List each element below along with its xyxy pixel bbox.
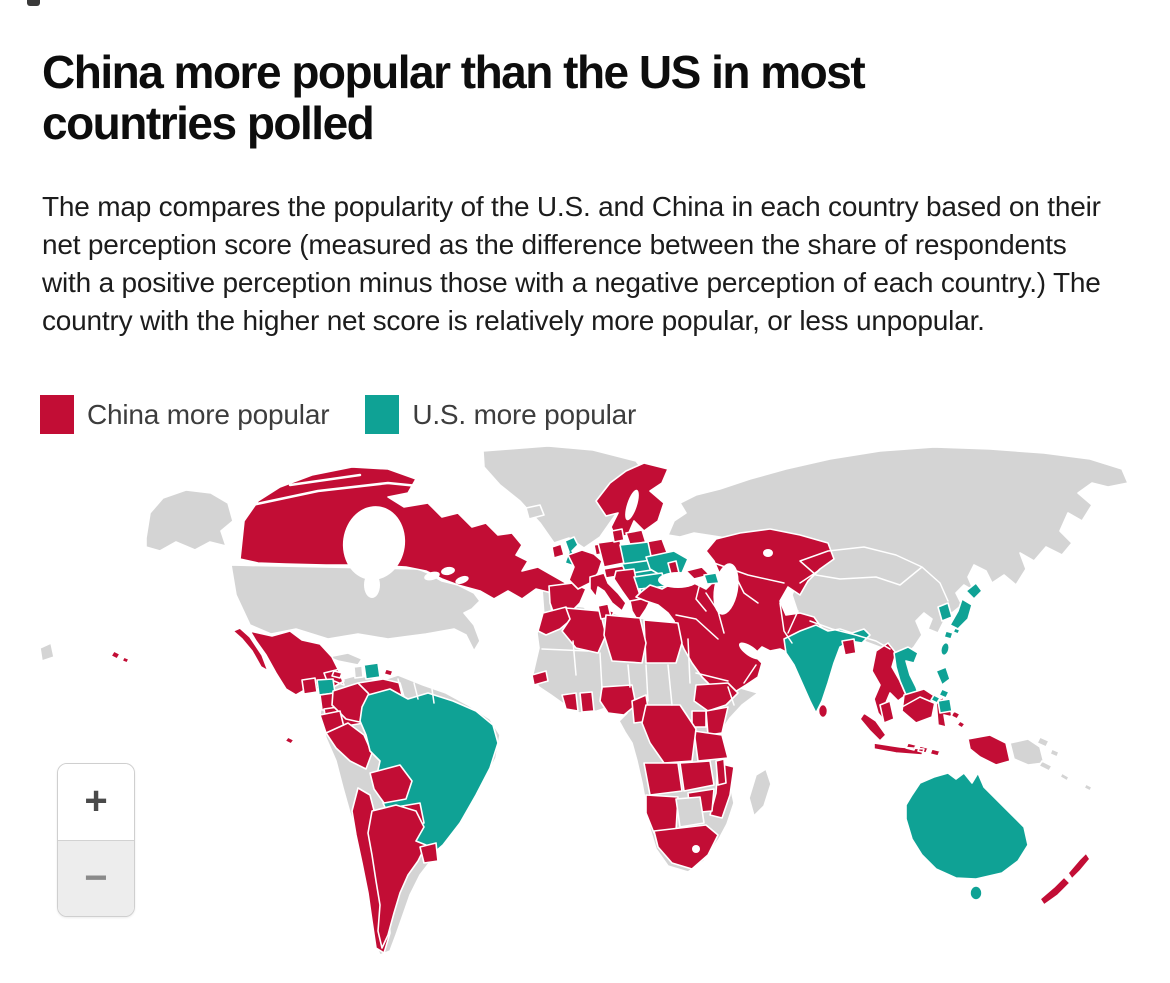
region-iceland[interactable] bbox=[525, 504, 545, 520]
region-jamaica[interactable] bbox=[331, 670, 343, 679]
region-azerbaijan[interactable] bbox=[703, 572, 720, 585]
borneo-border bbox=[901, 696, 935, 708]
region-south-korea[interactable] bbox=[937, 602, 953, 622]
zoom-in-button[interactable]: + bbox=[58, 764, 134, 841]
legend-label-us: U.S. more popular bbox=[412, 398, 637, 430]
region-galapagos[interactable] bbox=[284, 736, 295, 745]
region-greenland[interactable] bbox=[482, 445, 653, 549]
region-senegal[interactable] bbox=[531, 670, 549, 686]
region-bolivia[interactable] bbox=[369, 764, 413, 804]
africa-internal-borders bbox=[541, 638, 735, 706]
lesotho-gap bbox=[692, 845, 700, 853]
region-dr-congo[interactable] bbox=[641, 704, 697, 764]
region-india[interactable] bbox=[783, 624, 871, 714]
region-zambia[interactable] bbox=[679, 760, 715, 792]
region-malaysia[interactable] bbox=[879, 700, 895, 724]
map-zoom-control: + − bbox=[57, 763, 135, 917]
region-pacific-sliver[interactable] bbox=[39, 642, 55, 662]
world-map-svg bbox=[39, 445, 1129, 956]
gulf-of-bothnia bbox=[625, 489, 639, 521]
region-argentina[interactable] bbox=[367, 804, 427, 949]
guyanas-borders bbox=[397, 678, 435, 704]
legend-item-china: China more popular bbox=[40, 395, 330, 434]
region-tanzania[interactable] bbox=[693, 730, 729, 762]
region-indonesia[interactable] bbox=[859, 688, 1011, 766]
aral-sea bbox=[763, 549, 773, 557]
region-hawaii[interactable] bbox=[110, 650, 130, 664]
caspian-sea bbox=[713, 563, 739, 615]
region-new-zealand[interactable] bbox=[1039, 852, 1091, 906]
region-nigeria[interactable] bbox=[599, 684, 637, 716]
persian-gulf bbox=[738, 642, 762, 660]
region-madagascar[interactable] bbox=[748, 768, 772, 817]
region-botswana[interactable] bbox=[675, 796, 705, 828]
region-uruguay[interactable] bbox=[419, 842, 439, 864]
region-morocco[interactable] bbox=[537, 606, 573, 636]
region-taiwan[interactable] bbox=[939, 641, 951, 657]
legend-label-china: China more popular bbox=[87, 398, 330, 430]
middle-east-internal-borders bbox=[675, 562, 819, 684]
region-papua-new-guinea[interactable] bbox=[1009, 736, 1060, 766]
james-bay bbox=[364, 572, 380, 598]
region-ivory-coast[interactable] bbox=[561, 692, 579, 712]
screen-edge-artifact bbox=[27, 0, 40, 6]
region-dominican-republic[interactable] bbox=[363, 662, 381, 680]
china-color-swatch bbox=[40, 395, 74, 434]
asia-internal-borders bbox=[799, 546, 949, 650]
great-lake-superior bbox=[424, 571, 440, 581]
region-uganda[interactable] bbox=[691, 710, 707, 728]
region-ireland[interactable] bbox=[551, 543, 565, 559]
region-libya[interactable] bbox=[603, 614, 647, 664]
region-egypt[interactable] bbox=[643, 619, 683, 664]
region-myanmar-thailand-cambodia[interactable] bbox=[871, 642, 907, 724]
region-kenya[interactable] bbox=[705, 706, 729, 736]
region-malawi[interactable] bbox=[715, 758, 727, 786]
page-title: China more popular than the US in most c… bbox=[42, 45, 866, 150]
region-puerto-rico[interactable] bbox=[383, 668, 394, 677]
black-sea bbox=[658, 572, 698, 588]
region-denmark[interactable] bbox=[611, 528, 625, 543]
region-mozambique[interactable] bbox=[709, 762, 735, 819]
region-alaska[interactable] bbox=[145, 489, 234, 552]
great-lake-huron bbox=[441, 566, 455, 576]
legend: China more popular U.S. more popular bbox=[40, 395, 658, 434]
us-color-swatch bbox=[365, 395, 400, 434]
region-australia[interactable] bbox=[905, 772, 1029, 880]
region-angola[interactable] bbox=[643, 762, 683, 796]
region-cuba[interactable] bbox=[327, 652, 363, 666]
world-choropleth-map bbox=[28, 443, 1170, 983]
region-ghana[interactable] bbox=[579, 691, 595, 713]
zoom-out-button[interactable]: − bbox=[58, 840, 134, 916]
region-tasmania[interactable] bbox=[969, 885, 983, 901]
map-description: The map compares the popularity of the U… bbox=[42, 191, 1101, 337]
region-peru[interactable] bbox=[325, 722, 373, 770]
region-sri-lanka[interactable] bbox=[817, 703, 829, 719]
region-japan[interactable] bbox=[943, 582, 983, 640]
region-guatemala[interactable] bbox=[301, 677, 318, 695]
region-haiti[interactable] bbox=[353, 665, 364, 679]
region-ethiopia[interactable] bbox=[693, 682, 739, 712]
arctic-channel-borders bbox=[250, 473, 450, 507]
legend-item-us: U.S. more popular bbox=[365, 395, 636, 434]
region-philippines[interactable] bbox=[930, 666, 953, 714]
hudson-bay bbox=[342, 506, 406, 580]
region-bangladesh[interactable] bbox=[841, 638, 857, 656]
region-south-africa[interactable] bbox=[653, 824, 719, 870]
great-lake-erie-ontario bbox=[455, 575, 469, 585]
region-pacific-islands[interactable] bbox=[1038, 760, 1093, 792]
